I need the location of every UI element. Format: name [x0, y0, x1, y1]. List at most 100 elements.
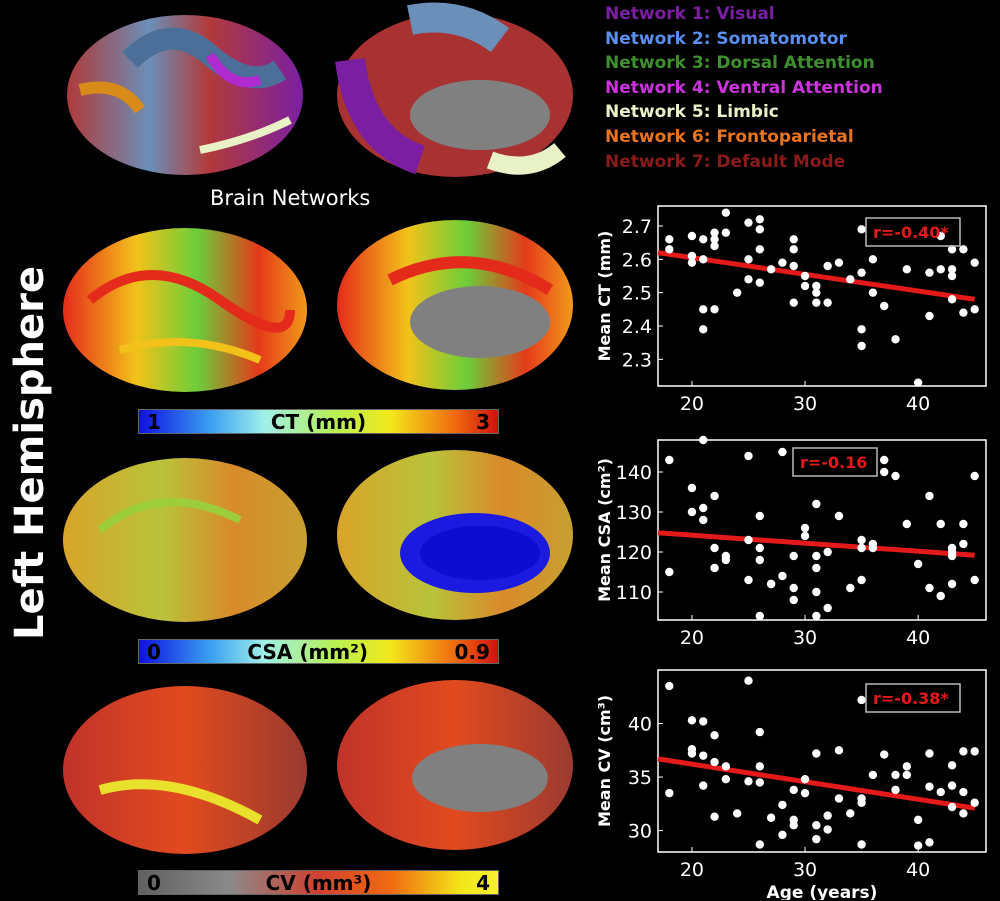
data-point [755, 278, 764, 287]
data-point [812, 298, 821, 307]
data-point [789, 261, 798, 271]
csa-lateral-brain [63, 458, 307, 622]
data-point [789, 595, 798, 605]
data-point [880, 301, 889, 311]
data-point [710, 563, 719, 573]
data-point [755, 778, 764, 787]
data-point [812, 281, 821, 291]
data-point [755, 543, 764, 553]
correlation-box [792, 447, 878, 477]
y-tick-label: 120 [616, 542, 652, 564]
data-point [959, 809, 968, 818]
data-point [755, 611, 764, 621]
correlation-box [865, 683, 961, 713]
data-point [766, 579, 776, 589]
y-tick-label: 40 [628, 714, 652, 736]
data-point [710, 812, 719, 821]
data-point [732, 809, 742, 818]
correlation-label: r=-0.16 [800, 453, 867, 472]
data-point [947, 295, 957, 304]
data-point [959, 519, 968, 529]
data-point [789, 785, 798, 795]
data-point [800, 788, 810, 798]
data-point [857, 535, 866, 545]
network-legend: Network 1: Visual Network 2: Somatomotor N… [605, 4, 883, 176]
data-point [744, 275, 753, 284]
data-point [721, 208, 731, 217]
data-point [755, 762, 764, 771]
network-medial-brain [335, 2, 573, 177]
data-point [868, 770, 878, 780]
regression-line [657, 756, 976, 811]
data-point [823, 298, 832, 307]
data-point [699, 255, 708, 264]
cv-scatter-plot: 30 35 40 20 30 40 Mean CV (cm³) Age (years) r=-0… [595, 669, 987, 900]
data-point [857, 543, 866, 553]
data-point [755, 511, 764, 521]
network-lateral-brain [67, 15, 303, 175]
data-point [789, 235, 798, 244]
data-point [710, 757, 719, 767]
data-point [936, 591, 945, 601]
correlation-label: r=-0.38* [873, 689, 949, 708]
csa-colorbar-label: CSA (mm²) [247, 639, 369, 664]
data-point [755, 225, 764, 234]
data-point [699, 435, 708, 445]
data-point [959, 245, 968, 254]
x-tick-label: 30 [793, 859, 817, 881]
data-point [925, 268, 934, 277]
data-point [699, 717, 708, 726]
data-point [959, 747, 968, 756]
data-point [925, 583, 934, 593]
data-point [699, 503, 708, 513]
data-point [868, 543, 878, 553]
regression-line [657, 250, 976, 302]
data-point [970, 471, 979, 481]
x-tick-label: 40 [906, 627, 930, 649]
y-tick-label: 2.5 [622, 283, 652, 305]
ct-medial-brain [337, 220, 573, 390]
y-tick-label: 2.3 [622, 349, 652, 371]
data-point [936, 231, 945, 241]
data-point [823, 547, 832, 557]
data-point [778, 258, 787, 267]
data-point [755, 215, 764, 224]
data-point [744, 255, 753, 264]
y-tick-label: 35 [628, 767, 652, 789]
data-point [665, 788, 674, 798]
data-point [891, 471, 900, 481]
data-point [834, 794, 844, 803]
legend-item-network-3: Network 3: Dorsal Attention [605, 53, 875, 74]
cv-colorbar-min: 0 [147, 870, 161, 895]
data-point [665, 245, 674, 254]
y-tick-label: 2.4 [622, 316, 652, 338]
data-point [710, 241, 719, 251]
data-point [699, 305, 708, 314]
data-point [789, 298, 798, 307]
data-point [970, 575, 979, 585]
data-point [744, 777, 753, 786]
data-point [732, 288, 742, 297]
data-point [687, 231, 697, 241]
y-tick-label: 110 [616, 582, 652, 604]
csa-colorbar-max: 0.9 [454, 639, 490, 664]
data-point [800, 281, 810, 291]
data-point [766, 265, 776, 274]
x-tick-label: 20 [680, 859, 704, 881]
x-tick-label: 40 [906, 859, 930, 881]
data-point [947, 271, 957, 281]
data-point [812, 563, 821, 573]
data-point [789, 583, 798, 593]
data-point [959, 787, 968, 797]
data-point [721, 762, 731, 771]
data-point [947, 547, 957, 557]
data-point [891, 785, 900, 795]
cv-colorbar: 0 CV (mm³) 4 [138, 870, 499, 895]
y-tick-label: 2.6 [622, 249, 652, 271]
cv-colorbar-label: CV (mm³) [265, 870, 372, 895]
csa-colorbar-min: 0 [147, 639, 161, 664]
data-point [834, 746, 844, 755]
data-point [744, 575, 753, 585]
data-point [812, 749, 821, 758]
data-point [687, 749, 697, 758]
